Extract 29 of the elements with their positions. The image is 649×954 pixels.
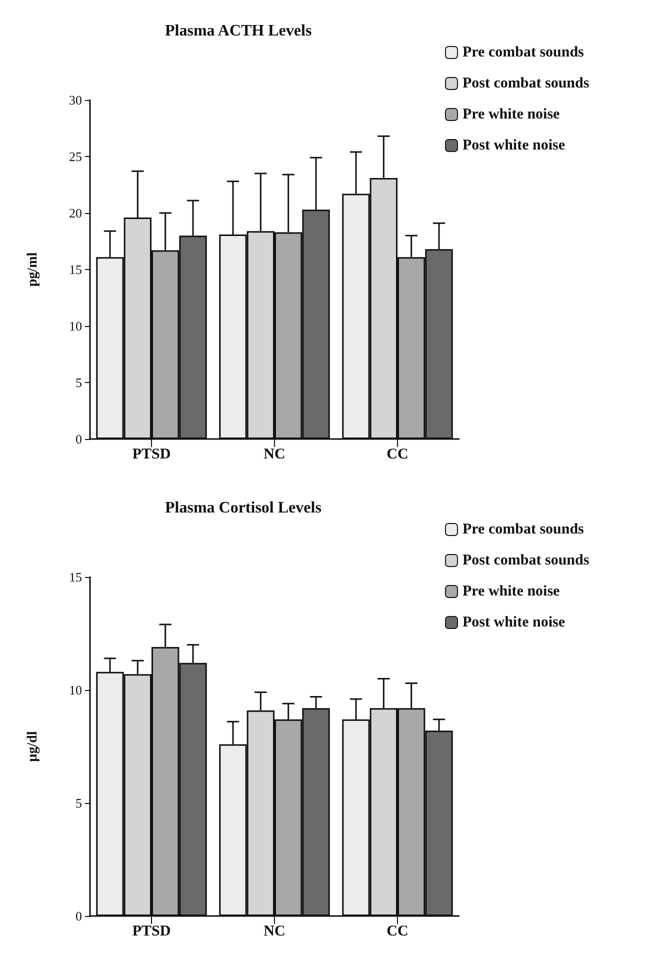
y-axis-title: µg/dl: [26, 731, 40, 762]
legend-label: Post white noise: [462, 614, 566, 630]
legend-label: Post combat sounds: [462, 76, 590, 92]
legend-label: Pre combat sounds: [462, 44, 584, 60]
y-tick-label: 30: [69, 92, 82, 108]
x-tick-label: CC: [386, 446, 408, 462]
chart-title: Plasma Cortisol Levels: [165, 500, 322, 516]
x-tick-label: NC: [264, 924, 286, 940]
y-tick-label: 0: [76, 908, 82, 924]
legend-label: Pre white noise: [462, 106, 560, 122]
y-tick-label: 15: [69, 262, 82, 277]
x-tick-label: NC: [264, 446, 286, 462]
chart-title: Plasma ACTH Levels: [165, 22, 312, 40]
legend-label: Post white noise: [462, 138, 566, 154]
legend-label: Pre combat sounds: [462, 522, 584, 538]
x-tick-label: PTSD: [132, 924, 171, 940]
x-tick-label: PTSD: [132, 446, 171, 462]
legend-label: Pre white noise: [462, 584, 560, 600]
y-tick-label: 5: [76, 796, 82, 810]
x-tick-label: CC: [386, 924, 408, 940]
y-tick-label: 10: [69, 682, 82, 698]
legend-label: Post combat sounds: [462, 552, 590, 568]
y-tick-label: 5: [76, 375, 82, 390]
y-tick-label: 15: [69, 570, 82, 584]
y-tick-label: 0: [76, 432, 82, 446]
y-tick-label: 25: [69, 149, 82, 164]
y-tick-label: 20: [69, 206, 82, 220]
y-axis-title: pg/ml: [26, 252, 40, 287]
y-tick-label: 10: [69, 318, 82, 334]
